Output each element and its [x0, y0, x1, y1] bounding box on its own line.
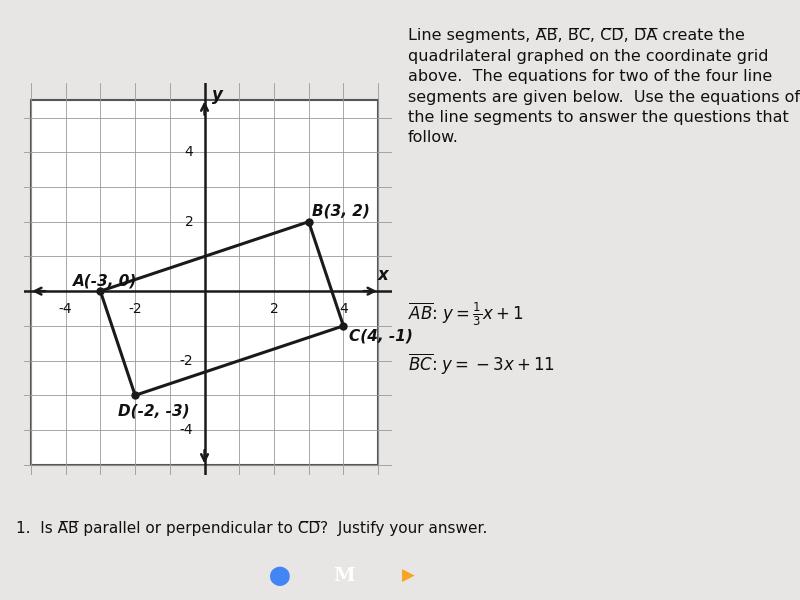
Text: 2: 2: [185, 215, 194, 229]
Text: C(4, -1): C(4, -1): [349, 329, 413, 344]
Text: -4: -4: [59, 302, 73, 316]
Text: $\overline{BC}$: $y = -3x + 11$: $\overline{BC}$: $y = -3x + 11$: [408, 352, 555, 377]
Text: B(3, 2): B(3, 2): [312, 204, 370, 219]
Text: Line segments, A̅B̅, B̅C̅, C̅D̅, D̅A̅ create the
quadrilateral graphed on the co: Line segments, A̅B̅, B̅C̅, C̅D̅, D̅A̅ cr…: [408, 28, 800, 145]
Text: D(-2, -3): D(-2, -3): [118, 403, 190, 418]
Text: $\overline{AB}$: $y = \frac{1}{3}x + 1$: $\overline{AB}$: $y = \frac{1}{3}x + 1$: [408, 300, 524, 328]
Text: ⬤: ⬤: [269, 566, 291, 586]
Text: x: x: [378, 266, 389, 284]
Text: -2: -2: [180, 353, 194, 368]
Text: -4: -4: [180, 423, 194, 437]
Text: 4: 4: [185, 145, 194, 159]
Text: 4: 4: [339, 302, 348, 316]
Text: 1.  Is A̅B̅ parallel or perpendicular to C̅D̅?  Justify your answer.: 1. Is A̅B̅ parallel or perpendicular to …: [16, 521, 487, 536]
Text: y: y: [212, 86, 223, 104]
Text: -2: -2: [128, 302, 142, 316]
Text: 2: 2: [270, 302, 278, 316]
Text: A(-3, 0): A(-3, 0): [73, 273, 137, 288]
Text: M: M: [333, 567, 355, 585]
Text: ▶: ▶: [402, 567, 414, 585]
